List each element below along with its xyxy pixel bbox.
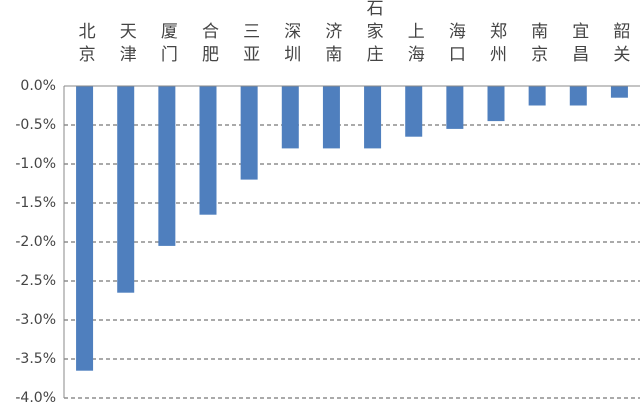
- bar: [610, 86, 628, 98]
- y-tick-label: 0.0%: [20, 78, 56, 94]
- x-tick-label: 深圳: [280, 22, 301, 68]
- x-tick-label: 上海: [404, 22, 425, 68]
- y-tick-label: -1.5%: [15, 195, 56, 211]
- bar: [76, 86, 94, 371]
- x-tick-label: 济南: [321, 22, 342, 68]
- bar: [405, 86, 423, 137]
- x-tick-label: 石家庄: [363, 0, 384, 68]
- x-tick-label: 天津: [116, 22, 137, 68]
- x-tick-label: 北京: [75, 22, 96, 68]
- bar: [364, 86, 382, 149]
- bar: [487, 86, 505, 122]
- y-tick-label: -2.5%: [15, 273, 56, 289]
- y-tick-label: -3.5%: [15, 351, 56, 367]
- x-tick-label: 韶关: [609, 22, 630, 68]
- bar: [322, 86, 340, 149]
- x-tick-label: 南京: [527, 22, 548, 68]
- bar: [446, 86, 464, 129]
- bar: [158, 86, 176, 246]
- y-tick-label: -3.0%: [15, 312, 56, 328]
- x-tick-label: 厦门: [157, 22, 178, 68]
- y-tick-label: -2.0%: [15, 234, 56, 250]
- x-tick-label: 三亚: [239, 22, 260, 68]
- bar: [528, 86, 546, 106]
- x-tick-label: 海口: [445, 22, 466, 68]
- y-tick-label: -0.5%: [15, 117, 56, 133]
- x-tick-label: 郑州: [486, 22, 507, 68]
- x-tick-label: 合肥: [198, 22, 219, 68]
- bar: [240, 86, 258, 180]
- y-tick-label: -4.0%: [15, 390, 56, 406]
- bar: [569, 86, 587, 106]
- y-tick-label: -1.0%: [15, 156, 56, 172]
- x-tick-label: 宜昌: [568, 22, 589, 68]
- bar: [117, 86, 135, 293]
- bar: [281, 86, 299, 149]
- bar: [199, 86, 217, 215]
